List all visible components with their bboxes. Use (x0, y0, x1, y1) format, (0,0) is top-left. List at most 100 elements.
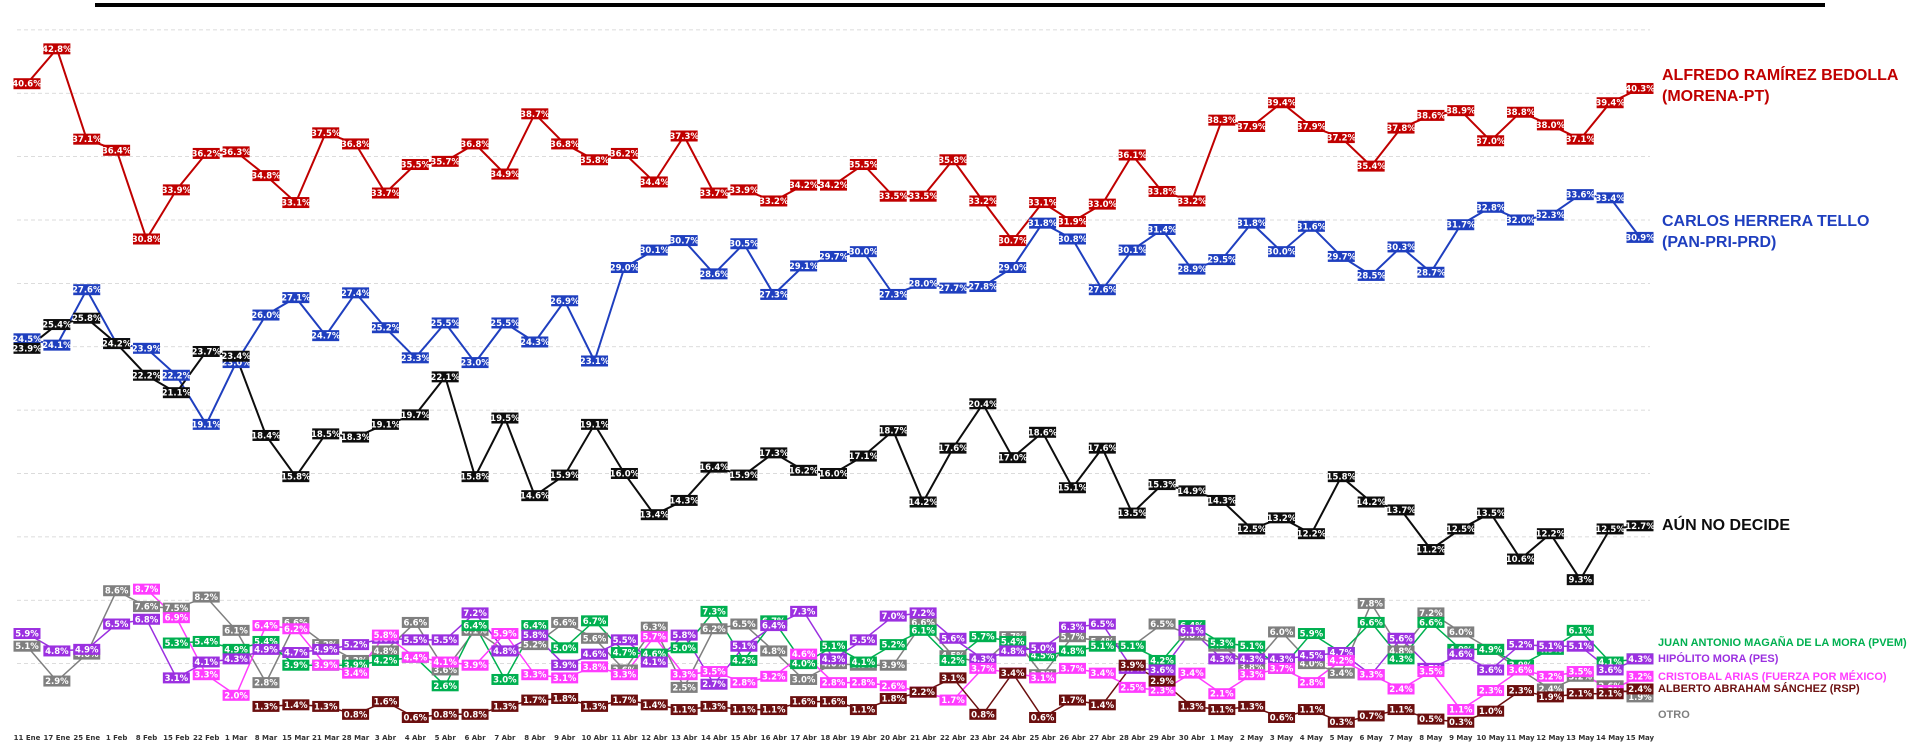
data-label-box (342, 138, 370, 150)
data-label: 4.2% (1148, 654, 1176, 666)
data-label-text: 23.9% (12, 344, 42, 354)
data-label-box (401, 352, 429, 364)
data-label: 4.6% (1447, 648, 1475, 660)
data-label-text: 0.6% (1031, 713, 1055, 723)
data-label: 3.0% (790, 673, 818, 685)
data-label-box (610, 262, 638, 274)
data-label-box (909, 686, 937, 698)
data-label-box (640, 699, 668, 711)
data-label-box (162, 369, 190, 381)
data-label: 28.7% (1416, 266, 1446, 278)
data-label-box (342, 287, 370, 299)
data-label-text: 3.4% (344, 669, 368, 679)
data-label: 33.6% (1566, 189, 1595, 201)
data-label: 31.8% (1028, 217, 1058, 229)
data-label-box (1417, 266, 1445, 278)
data-label-text: 20.4% (968, 400, 998, 410)
data-label-text: 32.8% (1476, 203, 1506, 213)
x-tick-label: 1 Mar (225, 734, 248, 742)
data-label: 5.2% (521, 639, 549, 651)
x-tick-label: 17 Abr (791, 734, 818, 742)
data-label: 2.1% (1596, 688, 1624, 700)
data-label: 5.2% (342, 639, 370, 651)
data-label-box (13, 78, 41, 90)
x-tick-label: 22 Feb (193, 734, 219, 742)
data-label: 5.9% (13, 628, 41, 640)
data-label-box (999, 635, 1027, 647)
data-label: 9.3% (1566, 574, 1594, 586)
data-label-box (461, 659, 489, 671)
data-label-box (1208, 494, 1236, 506)
data-label: 2.1% (1566, 688, 1594, 700)
data-label-text: 5.8% (374, 631, 398, 641)
data-label-text: 0.8% (433, 710, 457, 720)
data-label-text: 33.1% (281, 199, 311, 209)
data-label-box (43, 675, 71, 687)
data-label-box (670, 130, 698, 142)
data-label-box (790, 179, 818, 191)
data-label: 4.1% (1596, 656, 1624, 668)
data-label: 2.8% (252, 677, 280, 689)
data-label-box (581, 661, 609, 673)
data-label: 6.2% (700, 623, 728, 635)
data-label-text: 2.4% (1389, 685, 1413, 695)
data-label-text: 3.4% (1091, 669, 1115, 679)
data-label-box (581, 632, 609, 644)
data-label: 6.4% (252, 620, 280, 632)
data-label-box (1118, 659, 1146, 671)
data-label-text: 38.0% (1536, 121, 1566, 131)
data-label: 4.7% (610, 647, 638, 659)
data-label-box (132, 233, 160, 245)
x-tick-label: 6 Abr (464, 734, 486, 742)
data-label-box (401, 651, 429, 663)
data-label-box (700, 605, 728, 617)
data-label-box (790, 658, 818, 670)
data-label: 4.8% (999, 645, 1027, 657)
data-label: 4.7% (1327, 647, 1355, 659)
data-label: 35.8% (580, 154, 610, 166)
data-label: 2.8% (849, 677, 877, 689)
data-label-box (1507, 639, 1535, 651)
data-label-box (1447, 219, 1475, 231)
data-label-text: 13.5% (1476, 509, 1506, 519)
data-label: 33.9% (162, 184, 192, 196)
data-label: 3.6% (1148, 664, 1176, 676)
x-tick-label: 16 Abr (761, 734, 788, 742)
data-label-box (730, 184, 758, 196)
data-label-box (371, 187, 399, 199)
data-label-text: 36.8% (460, 140, 490, 150)
data-label: 5.5% (849, 634, 877, 646)
data-label: 33.7% (699, 187, 729, 199)
data-label-box (820, 640, 847, 652)
data-label-text: 6.4% (762, 622, 786, 632)
data-label: 2.3% (1507, 685, 1535, 697)
data-label: 1.6% (371, 696, 399, 708)
data-label-text: 6.4% (254, 622, 278, 632)
data-label-box (999, 262, 1027, 274)
data-label-box (670, 669, 698, 681)
data-label: 1.4% (1088, 699, 1116, 711)
data-label: 19.1% (191, 418, 221, 430)
data-label-box (431, 371, 459, 383)
x-tick-label: 8 Abr (524, 734, 546, 742)
data-label-text: 19.1% (371, 420, 401, 430)
data-label: 0.6% (1029, 711, 1057, 723)
data-label-text: 4.9% (314, 645, 338, 655)
data-label: 27.6% (1088, 284, 1118, 296)
data-label: 27.7% (938, 282, 968, 294)
data-label: 2.8% (1297, 677, 1325, 689)
x-tick-label: 21 Abr (910, 734, 937, 742)
data-label: 17.6% (1088, 442, 1118, 454)
data-label-box (760, 620, 788, 632)
data-label-text: 18.6% (1028, 428, 1058, 438)
data-label-box (1566, 624, 1594, 636)
data-label-text: 3.9% (1120, 661, 1144, 671)
data-label: 42.8% (42, 43, 72, 55)
data-label: 10.6% (1506, 553, 1536, 565)
data-label: 16.2% (789, 464, 819, 476)
data-label-box (1178, 700, 1206, 712)
data-label-box (1297, 120, 1325, 132)
data-label-text: 4.9% (75, 645, 99, 655)
data-label-text: 4.0% (822, 660, 846, 670)
